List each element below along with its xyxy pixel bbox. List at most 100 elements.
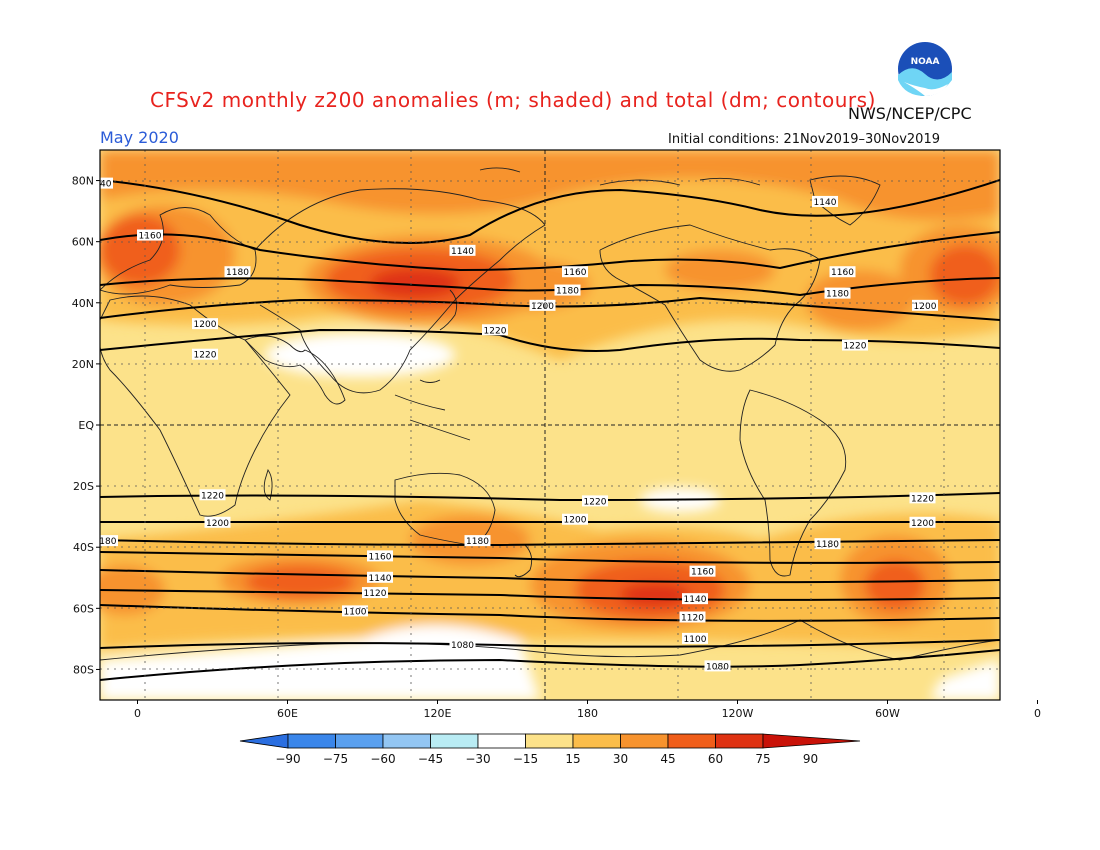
- contour-label-5: 1140: [449, 244, 476, 257]
- contour-label-20: 1120: [362, 587, 388, 599]
- svg-text:1220: 1220: [584, 497, 607, 507]
- logo-text: NOAA: [911, 57, 940, 67]
- contour-label-23: 1180: [464, 535, 491, 547]
- contour-label-31: 1180: [814, 538, 841, 550]
- contour-label-24: 1220: [582, 495, 608, 507]
- colorbar-swatch-9: [667, 733, 716, 749]
- chart-title: CFSv2 monthly z200 anomalies (m; shaded)…: [150, 88, 876, 112]
- svg-text:1220: 1220: [911, 494, 934, 504]
- colorbar-label-1: −75: [323, 752, 348, 766]
- svg-text:1220: 1220: [844, 342, 867, 352]
- svg-text:1120: 1120: [681, 614, 704, 624]
- svg-text:1180: 1180: [94, 537, 117, 547]
- contour-label-12: 1180: [824, 287, 851, 300]
- contour-label-26: 1160: [689, 565, 716, 578]
- contour-label-11: 1160: [829, 266, 856, 278]
- contour-label-27: 1140: [682, 593, 708, 605]
- colorbar-swatch-5: [477, 733, 526, 749]
- colorbar-label-9: 60: [708, 752, 723, 766]
- contour-label-7: 1180: [554, 284, 581, 297]
- contour-label-1: 1160: [137, 229, 163, 242]
- colorbar-swatch-7: [572, 733, 621, 749]
- colorbar-label-7: 30: [613, 752, 628, 766]
- contour-label-21: 1100: [342, 605, 368, 617]
- org-label: NWS/NCEP/CPC: [848, 104, 972, 123]
- contour-label-4: 1220: [192, 348, 218, 361]
- contour-labels: 1140116011801200122011401160118012001220…: [94, 177, 938, 672]
- contour-label-8: 1200: [529, 299, 556, 312]
- svg-text:1120: 1120: [364, 589, 387, 599]
- lon-label-6: 0: [1034, 707, 1041, 720]
- colorbar-swatch-3: [382, 733, 431, 749]
- svg-text:1180: 1180: [226, 268, 249, 278]
- contour-label-28: 1120: [679, 611, 706, 624]
- contour-label-32: 1220: [909, 492, 936, 504]
- contour-label-10: 1140: [812, 195, 838, 208]
- contour-label-22: 1080: [449, 639, 476, 651]
- svg-text:1080: 1080: [706, 662, 729, 672]
- contour-label-9: 1220: [482, 324, 508, 336]
- initial-conditions: Initial conditions: 21Nov2019–30Nov2019: [668, 132, 940, 147]
- svg-text:1220: 1220: [201, 491, 224, 501]
- lon-label-2: 120E: [424, 707, 452, 720]
- svg-text:1200: 1200: [911, 519, 934, 529]
- lat-label-5: 20S: [73, 480, 94, 493]
- svg-text:1220: 1220: [484, 326, 507, 336]
- contour-label-14: 1220: [842, 339, 868, 352]
- svg-text:1160: 1160: [691, 568, 714, 578]
- colorbar-label-2: −60: [370, 752, 395, 766]
- lon-label-0: 0: [134, 707, 141, 720]
- svg-text:1080: 1080: [451, 641, 474, 651]
- svg-text:1180: 1180: [466, 537, 489, 547]
- colorbar-label-0: −90: [275, 752, 300, 766]
- colorbar-swatch-6: [525, 733, 574, 749]
- contour-label-25: 1200: [562, 513, 588, 526]
- lon-label-4: 120W: [722, 707, 754, 720]
- svg-text:1140: 1140: [369, 574, 392, 584]
- svg-text:1160: 1160: [831, 268, 854, 278]
- svg-text:1160: 1160: [369, 552, 392, 562]
- svg-text:1180: 1180: [826, 290, 849, 300]
- contour-label-16: 1200: [204, 516, 231, 529]
- svg-text:1220: 1220: [194, 351, 217, 361]
- colorbar-swatch-10: [715, 733, 764, 749]
- lon-label-3: 180: [577, 707, 598, 720]
- lat-label-0: 80N: [72, 175, 94, 188]
- colorbar-label-11: 90: [803, 752, 818, 766]
- lat-label-2: 40N: [72, 297, 94, 310]
- svg-text:1200: 1200: [564, 516, 587, 526]
- colorbar-arrow-left: [239, 733, 289, 749]
- contour-label-19: 1140: [367, 571, 393, 584]
- contour-label-17: 1180: [94, 535, 118, 547]
- svg-text:1180: 1180: [816, 540, 839, 550]
- svg-text:1100: 1100: [684, 635, 707, 645]
- colorbar: −90 −75 −60 −45 −30 −15 15 30 45 60 75 90: [239, 733, 861, 766]
- svg-text:1140: 1140: [451, 247, 474, 257]
- contour-label-33: 1200: [909, 516, 936, 529]
- longitude-labels: 0 60E 120E 180 120W 60W 0: [134, 700, 1041, 720]
- colorbar-label-10: 75: [755, 752, 770, 766]
- contour-label-15: 1220: [199, 489, 226, 501]
- svg-text:1160: 1160: [139, 232, 162, 242]
- contour-label-0: 1140: [100, 177, 113, 190]
- colorbar-label-3: −45: [418, 752, 443, 766]
- lat-label-3: 20N: [72, 358, 94, 371]
- svg-text:1200: 1200: [531, 302, 554, 312]
- contour-label-6: 1160: [562, 266, 588, 278]
- contour-label-3: 1200: [192, 318, 218, 330]
- colorbar-arrow-right: [762, 733, 861, 749]
- colorbar-label-5: −15: [513, 752, 538, 766]
- svg-text:1160: 1160: [564, 268, 587, 278]
- svg-text:1200: 1200: [206, 519, 229, 529]
- noaa-logo-icon: NOAA: [895, 39, 955, 99]
- latitude-labels: 80N 60N 40N 20N EQ 20S 40S 60S 80S: [72, 175, 100, 676]
- colorbar-label-6: 15: [565, 752, 580, 766]
- contour-label-29: 1100: [682, 632, 708, 645]
- svg-text:1200: 1200: [914, 302, 937, 312]
- svg-text:1200: 1200: [194, 320, 217, 330]
- colorbar-label-8: 45: [660, 752, 675, 766]
- svg-text:1140: 1140: [684, 595, 707, 605]
- colorbar-swatch-2: [335, 733, 384, 749]
- contour-label-30: 1080: [704, 660, 731, 672]
